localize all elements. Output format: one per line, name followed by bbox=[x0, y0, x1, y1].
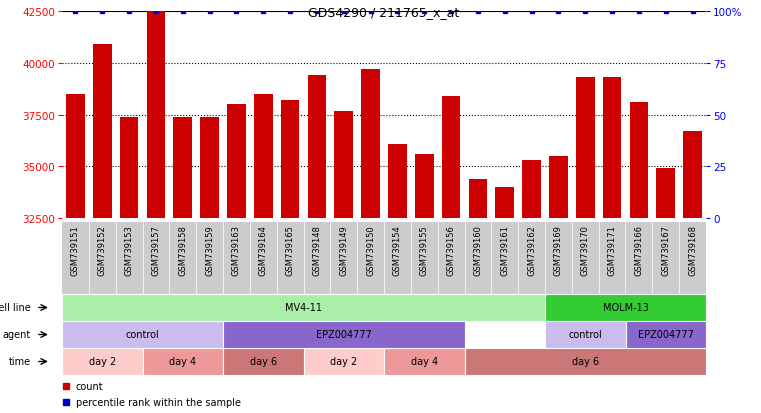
Text: day 6: day 6 bbox=[250, 357, 277, 367]
Text: day 2: day 2 bbox=[88, 357, 116, 367]
Text: day 4: day 4 bbox=[411, 357, 438, 367]
Bar bbox=[223, 321, 464, 348]
Text: GSM739160: GSM739160 bbox=[473, 225, 482, 275]
Text: GSM739152: GSM739152 bbox=[97, 225, 107, 275]
Text: EPZ004777: EPZ004777 bbox=[638, 330, 694, 339]
Text: day 4: day 4 bbox=[169, 357, 196, 367]
Bar bbox=[307, 76, 326, 218]
Text: MOLM-13: MOLM-13 bbox=[603, 303, 648, 313]
Text: GSM739162: GSM739162 bbox=[527, 225, 536, 275]
Text: GSM739170: GSM739170 bbox=[581, 225, 590, 275]
Bar bbox=[388, 144, 407, 218]
Text: GSM739171: GSM739171 bbox=[607, 225, 616, 275]
Text: GSM739149: GSM739149 bbox=[339, 225, 349, 275]
Bar bbox=[174, 117, 192, 218]
Bar bbox=[464, 348, 706, 375]
Bar bbox=[254, 95, 272, 218]
Text: control: control bbox=[568, 330, 602, 339]
Bar bbox=[545, 321, 626, 348]
Bar bbox=[469, 179, 487, 218]
Bar bbox=[281, 101, 300, 218]
Text: day 2: day 2 bbox=[330, 357, 358, 367]
Text: GSM739161: GSM739161 bbox=[500, 225, 509, 275]
Text: GSM739157: GSM739157 bbox=[151, 225, 161, 275]
Bar bbox=[147, 12, 165, 218]
Bar bbox=[603, 78, 622, 218]
Bar bbox=[200, 117, 219, 218]
Bar bbox=[304, 348, 384, 375]
Text: count: count bbox=[75, 381, 103, 391]
Text: agent: agent bbox=[3, 330, 31, 339]
Text: GSM739165: GSM739165 bbox=[285, 225, 295, 275]
Bar bbox=[93, 45, 112, 218]
Text: GSM739169: GSM739169 bbox=[554, 225, 563, 275]
Bar bbox=[576, 78, 594, 218]
Bar bbox=[334, 111, 353, 218]
Bar bbox=[227, 105, 246, 218]
Text: GSM739167: GSM739167 bbox=[661, 225, 670, 275]
Text: GSM739159: GSM739159 bbox=[205, 225, 214, 275]
Text: control: control bbox=[126, 330, 159, 339]
Text: time: time bbox=[9, 357, 31, 367]
Bar bbox=[441, 97, 460, 218]
Text: GSM739164: GSM739164 bbox=[259, 225, 268, 275]
Bar bbox=[629, 103, 648, 218]
Text: GSM739154: GSM739154 bbox=[393, 225, 402, 275]
Text: cell line: cell line bbox=[0, 303, 31, 313]
Bar bbox=[223, 348, 304, 375]
Bar bbox=[626, 321, 706, 348]
Text: GSM739150: GSM739150 bbox=[366, 225, 375, 275]
Bar bbox=[66, 95, 84, 218]
Bar bbox=[62, 321, 223, 348]
Bar bbox=[683, 132, 702, 218]
Bar bbox=[361, 70, 380, 218]
Text: GSM739148: GSM739148 bbox=[313, 225, 321, 275]
Text: EPZ004777: EPZ004777 bbox=[316, 330, 371, 339]
Bar bbox=[62, 348, 142, 375]
Text: GSM739158: GSM739158 bbox=[178, 225, 187, 275]
Text: GSM739153: GSM739153 bbox=[125, 225, 134, 275]
Bar bbox=[522, 161, 541, 218]
Bar bbox=[119, 117, 139, 218]
Text: GDS4290 / 211765_x_at: GDS4290 / 211765_x_at bbox=[308, 6, 460, 19]
Text: day 6: day 6 bbox=[572, 357, 599, 367]
Text: GSM739151: GSM739151 bbox=[71, 225, 80, 275]
Bar bbox=[549, 157, 568, 218]
Bar bbox=[495, 188, 514, 218]
Bar bbox=[142, 348, 223, 375]
Bar bbox=[545, 294, 706, 321]
Text: GSM739166: GSM739166 bbox=[635, 225, 643, 275]
Text: GSM739155: GSM739155 bbox=[420, 225, 428, 275]
Text: GSM739156: GSM739156 bbox=[447, 225, 456, 275]
Bar bbox=[656, 169, 675, 218]
Text: MV4-11: MV4-11 bbox=[285, 303, 322, 313]
Text: GSM739168: GSM739168 bbox=[688, 225, 697, 275]
Bar bbox=[415, 154, 434, 218]
Bar bbox=[384, 348, 464, 375]
Bar bbox=[62, 294, 545, 321]
Text: percentile rank within the sample: percentile rank within the sample bbox=[75, 397, 240, 407]
Text: GSM739163: GSM739163 bbox=[232, 225, 241, 275]
